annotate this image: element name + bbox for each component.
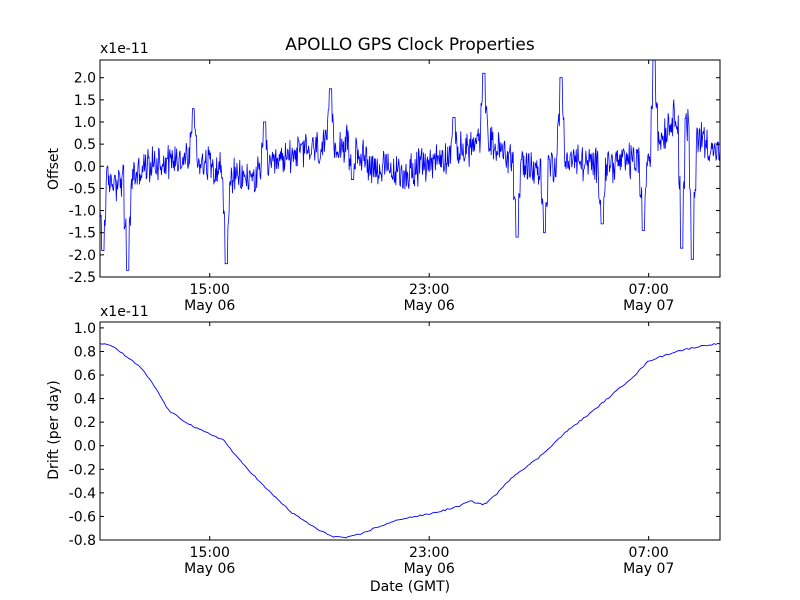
figure: APOLLO GPS Clock Properties x1e-11 Offse…: [0, 0, 800, 600]
offset-x-tick-time: 07:00: [628, 282, 668, 298]
drift-x-tick-time: 15:00: [190, 545, 230, 561]
offset-x-tick-date: May 06: [184, 298, 235, 314]
chart-title: APOLLO GPS Clock Properties: [285, 35, 535, 55]
drift-x-tick-date: May 07: [623, 561, 674, 577]
offset-y-tick-label: 0.0: [74, 159, 96, 175]
offset-y-tick-label: 1.5: [74, 93, 96, 109]
drift-x-tick-date: May 06: [404, 561, 455, 577]
offset-y-tick-label: -1.0: [69, 204, 96, 220]
drift-y-tick-label: -0.8: [69, 533, 96, 549]
drift-y-tick-label: 1.0: [74, 321, 96, 337]
drift-y-tick-label: -0.6: [69, 509, 96, 525]
drift-x-tick-time: 07:00: [628, 545, 668, 561]
offset-y-tick-label: 0.5: [74, 137, 96, 153]
drift-y-tick-label: -0.4: [69, 486, 96, 502]
offset-y-tick-label: 2.0: [74, 71, 96, 87]
drift-x-tick-date: May 06: [184, 561, 235, 577]
drift-y-tick-label: 0.6: [74, 368, 96, 384]
drift-x-tick-time: 23:00: [409, 545, 449, 561]
offset-x-tick-time: 23:00: [409, 282, 449, 298]
figure-background: [0, 0, 800, 600]
drift-y-tick-label: -0.2: [69, 462, 96, 478]
drift-y-axis-label: Drift (per day): [46, 380, 62, 479]
offset-x-tick-date: May 07: [623, 298, 674, 314]
offset-y-tick-label: -1.5: [69, 226, 96, 242]
drift-y-tick-label: 0.0: [74, 439, 96, 455]
drift-scale-label: x1e-11: [100, 304, 149, 320]
offset-x-tick-date: May 06: [404, 298, 455, 314]
drift-y-tick-label: 0.2: [74, 415, 96, 431]
offset-y-tick-label: -2.0: [69, 248, 96, 264]
offset-y-tick-label: 1.0: [74, 115, 96, 131]
x-axis-label: Date (GMT): [370, 579, 450, 595]
offset-y-tick-label: -2.5: [69, 270, 96, 286]
offset-y-axis-label: Offset: [46, 147, 62, 190]
offset-x-tick-time: 15:00: [190, 282, 230, 298]
offset-y-tick-label: -0.5: [69, 181, 96, 197]
drift-y-tick-label: 0.8: [74, 344, 96, 360]
drift-y-tick-label: 0.4: [74, 392, 96, 408]
offset-scale-label: x1e-11: [100, 41, 149, 57]
